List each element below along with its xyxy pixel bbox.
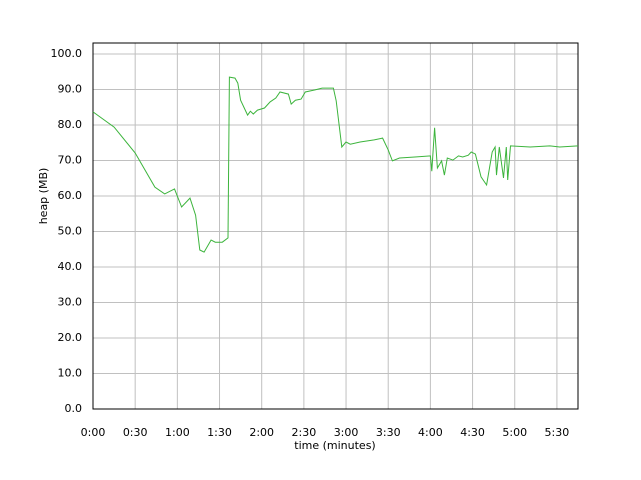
y-tick-label: 90.0 xyxy=(58,83,83,96)
x-tick-label: 5:30 xyxy=(545,426,570,439)
y-axis-title: heap (MB) xyxy=(37,168,50,225)
y-tick-label: 40.0 xyxy=(58,260,83,273)
y-tick-label: 100.0 xyxy=(51,47,83,60)
y-tick-label: 80.0 xyxy=(58,118,83,131)
y-tick-label: 10.0 xyxy=(58,367,83,380)
x-tick-label: 2:30 xyxy=(292,426,317,439)
x-tick-label: 0:00 xyxy=(81,426,106,439)
data-line xyxy=(92,76,579,253)
x-tick-label: 4:00 xyxy=(418,426,443,439)
x-tick-label: 1:30 xyxy=(207,426,232,439)
y-tick-label: 30.0 xyxy=(58,296,83,309)
y-tick-label: 50.0 xyxy=(58,225,83,238)
y-tick-label: 70.0 xyxy=(58,154,83,167)
x-tick-label: 1:00 xyxy=(165,426,190,439)
y-tick-label: 20.0 xyxy=(58,331,83,344)
x-axis-title: time (minutes) xyxy=(294,439,375,452)
x-tick-label: 5:00 xyxy=(502,426,527,439)
x-tick-label: 3:00 xyxy=(334,426,359,439)
x-tick-label: 4:30 xyxy=(460,426,485,439)
y-tick-label: 60.0 xyxy=(58,189,83,202)
x-tick-label: 2:00 xyxy=(249,426,274,439)
x-tick-label: 0:30 xyxy=(123,426,148,439)
y-tick-label: 0.0 xyxy=(65,402,83,415)
x-tick-label: 3:30 xyxy=(376,426,401,439)
plot-frame xyxy=(92,42,579,410)
